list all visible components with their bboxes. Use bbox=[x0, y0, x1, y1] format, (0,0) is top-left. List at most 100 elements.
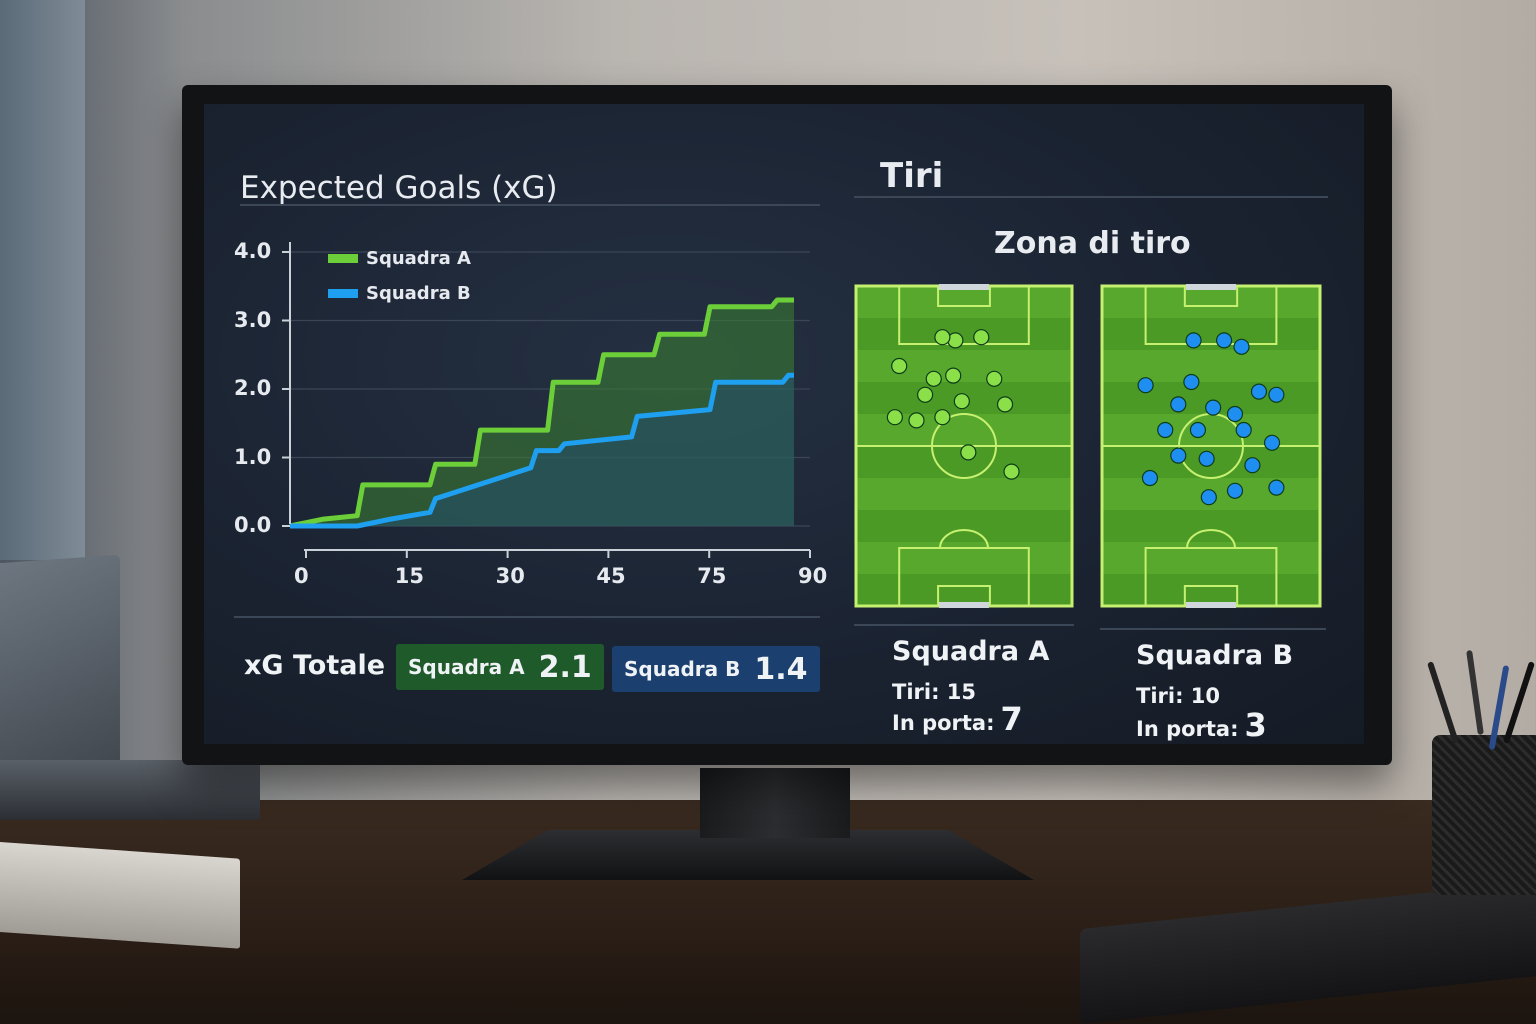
shots-value: 15 bbox=[946, 680, 977, 704]
shot-dot bbox=[1189, 421, 1207, 439]
x-tick-label: 30 bbox=[495, 564, 525, 588]
shot-dot bbox=[1226, 405, 1244, 423]
x-tick-label: 90 bbox=[798, 564, 828, 588]
shot-dot bbox=[953, 393, 970, 410]
legend-label: Squadra B bbox=[366, 283, 471, 304]
y-tick-label: 2.0 bbox=[234, 376, 272, 400]
penalty-arc bbox=[1186, 529, 1236, 549]
pitch-stripe bbox=[1102, 574, 1320, 606]
shot-dot bbox=[1170, 447, 1187, 464]
shot-dot bbox=[1215, 332, 1233, 349]
shot-dot bbox=[1233, 338, 1250, 355]
shot-dot bbox=[891, 357, 908, 375]
pitch-stripe bbox=[1102, 350, 1320, 382]
shot-dot bbox=[1198, 450, 1215, 467]
pen-holder bbox=[1432, 735, 1536, 895]
pitch-squadra-b bbox=[1100, 284, 1322, 608]
on-target-label: In porta: bbox=[892, 711, 995, 735]
shot-dot bbox=[1244, 457, 1261, 474]
pitch-stripe bbox=[856, 478, 1072, 510]
on-target-value: 7 bbox=[1000, 700, 1023, 738]
shot-dot bbox=[934, 329, 951, 346]
on-target-stat-squadra-a: In porta: 7 bbox=[892, 700, 1023, 738]
shot-dot bbox=[986, 370, 1003, 387]
x-tick-label: 0 bbox=[294, 564, 309, 588]
shot-dot bbox=[1250, 383, 1268, 400]
shot-dot bbox=[1157, 421, 1174, 439]
shot-dot bbox=[1205, 399, 1222, 416]
line-squadra-a bbox=[289, 297, 794, 529]
legend-swatch bbox=[328, 254, 358, 263]
papers bbox=[0, 841, 240, 949]
shot-dot bbox=[1268, 386, 1285, 403]
divider bbox=[240, 204, 820, 206]
laptop-base bbox=[0, 760, 260, 820]
pitch-stripe bbox=[856, 574, 1072, 606]
shot-dot bbox=[1263, 434, 1281, 451]
y-tick-label: 1.0 bbox=[234, 444, 272, 469]
pen bbox=[1466, 649, 1484, 736]
x-tick-label: 75 bbox=[697, 564, 727, 588]
pitch-stripe bbox=[1102, 318, 1320, 350]
shot-dot bbox=[925, 370, 942, 387]
goal-bottom bbox=[939, 602, 989, 608]
shot-dot bbox=[1200, 489, 1217, 506]
shots-value: 10 bbox=[1190, 684, 1221, 708]
pitch-stripe bbox=[856, 286, 1072, 318]
legend-item-squadra-a: Squadra A bbox=[328, 248, 471, 269]
x-tick-label: 45 bbox=[596, 564, 626, 588]
xg-value: 2.1 bbox=[538, 649, 592, 685]
goal-top bbox=[939, 284, 989, 290]
shots-panel-title: Tiri bbox=[880, 156, 944, 196]
shot-dot bbox=[1226, 482, 1244, 499]
shot-dot bbox=[908, 412, 925, 429]
shot-dot bbox=[1235, 421, 1252, 439]
xg-panel-title: Expected Goals (xG) bbox=[240, 170, 558, 206]
shot-dot bbox=[996, 396, 1014, 413]
y-tick-label: 0.0 bbox=[234, 513, 272, 537]
team-name: Squadra A bbox=[408, 655, 525, 679]
divider bbox=[1100, 628, 1326, 630]
window-background bbox=[0, 0, 85, 560]
on-target-stat-squadra-b: In porta: 3 bbox=[1136, 706, 1267, 744]
shots-label: Tiri: bbox=[1136, 684, 1184, 708]
goal-bottom bbox=[1186, 602, 1236, 608]
shot-dot bbox=[960, 444, 977, 461]
xg-value: 1.4 bbox=[754, 651, 808, 687]
shot-dot bbox=[917, 386, 934, 403]
divider bbox=[854, 624, 1074, 626]
pitch-stripe bbox=[856, 542, 1072, 574]
pen bbox=[1427, 661, 1459, 744]
pitch-stripe bbox=[856, 350, 1072, 382]
legend-label: Squadra A bbox=[366, 248, 471, 269]
shot-dot bbox=[945, 367, 962, 384]
pitch-stripe bbox=[856, 318, 1072, 350]
xg-total-badge-squadra-b: Squadra B 1.4 bbox=[612, 646, 820, 692]
team-name-squadra-a: Squadra A bbox=[892, 636, 1050, 667]
y-tick-label: 3.0 bbox=[234, 307, 272, 332]
xg-total-label: xG Totale bbox=[244, 650, 386, 681]
pitch-stripe bbox=[1102, 542, 1320, 574]
shot-dot bbox=[1183, 373, 1200, 391]
xg-chart bbox=[282, 242, 811, 558]
shots-label: Tiri: bbox=[892, 680, 940, 704]
shot-dot bbox=[1185, 332, 1202, 349]
monitor-stand-foot bbox=[462, 830, 1034, 880]
divider bbox=[234, 616, 820, 618]
y-tick-label: 4.0 bbox=[234, 239, 272, 263]
legend-item-squadra-b: Squadra B bbox=[328, 283, 471, 304]
penalty-arc bbox=[939, 529, 989, 549]
team-name-squadra-b: Squadra B bbox=[1136, 640, 1294, 671]
on-target-label: In porta: bbox=[1136, 717, 1239, 741]
shot-dot bbox=[886, 409, 903, 426]
divider bbox=[854, 196, 1328, 198]
shot-dot bbox=[934, 409, 951, 426]
shot-zone-title: Zona di tiro bbox=[994, 226, 1191, 261]
shot-dot bbox=[973, 329, 990, 346]
team-name: Squadra B bbox=[624, 657, 741, 681]
xg-total-badge-squadra-a: Squadra A 2.1 bbox=[396, 644, 604, 690]
shots-stat-squadra-b: Tiri: 10 bbox=[1136, 684, 1220, 708]
shot-dot bbox=[1268, 479, 1285, 496]
legend-swatch bbox=[328, 289, 358, 298]
goal-top bbox=[1186, 284, 1236, 290]
